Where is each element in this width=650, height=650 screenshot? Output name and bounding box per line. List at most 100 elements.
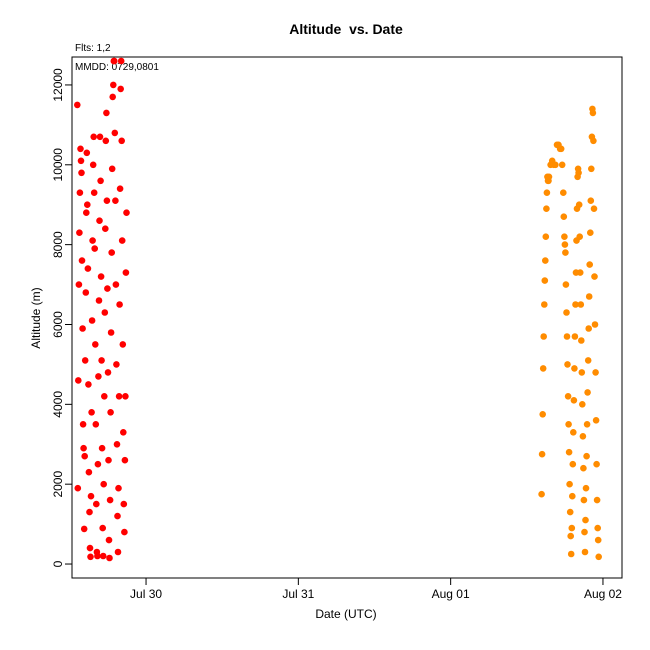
data-point	[561, 241, 569, 248]
y-tick-label: 4000	[51, 391, 65, 418]
data-point	[545, 173, 553, 181]
y-tick-label: 8000	[51, 231, 65, 258]
data-point	[557, 145, 565, 153]
data-point	[593, 460, 600, 468]
data-point	[543, 189, 551, 196]
data-point	[108, 165, 116, 173]
data-point	[594, 536, 602, 544]
data-point	[95, 373, 102, 380]
data-point	[77, 145, 84, 153]
data-point	[594, 524, 601, 532]
data-point	[568, 524, 576, 532]
data-point	[114, 512, 121, 520]
data-point	[587, 197, 595, 204]
data-point	[86, 508, 93, 516]
data-point	[112, 197, 119, 204]
y-tick-label: 2000	[51, 471, 65, 498]
chart-title: Altitude vs. Date	[289, 21, 403, 37]
data-point	[582, 484, 590, 492]
data-point	[96, 217, 103, 224]
data-point	[543, 205, 550, 212]
data-point	[563, 333, 571, 340]
data-point	[560, 213, 568, 220]
data-point	[97, 177, 104, 185]
data-point	[558, 161, 566, 169]
data-point	[85, 468, 93, 476]
data-point	[75, 281, 83, 288]
data-point	[80, 444, 87, 452]
data-point	[542, 233, 550, 240]
data-point	[102, 137, 110, 145]
data-point	[595, 553, 602, 561]
data-point	[581, 528, 588, 536]
data-point	[589, 109, 597, 117]
data-point	[593, 496, 601, 504]
data-point	[115, 393, 123, 400]
data-point	[75, 377, 82, 384]
data-point	[92, 421, 100, 428]
flights-annotation: Flts: 1,2	[75, 43, 111, 54]
data-point	[90, 189, 98, 196]
data-point	[120, 429, 127, 436]
data-point	[569, 492, 576, 500]
y-tick-label: 12000	[51, 68, 65, 102]
data-point	[592, 369, 599, 376]
data-point	[113, 441, 121, 448]
data-point	[76, 229, 83, 236]
data-point	[575, 169, 582, 177]
data-point	[81, 452, 88, 460]
data-point	[560, 189, 567, 196]
data-point	[565, 448, 573, 456]
data-point	[101, 309, 109, 316]
data-point	[105, 536, 113, 544]
data-point	[538, 490, 545, 498]
data-point	[541, 277, 549, 284]
data-point	[117, 85, 124, 93]
data-point	[579, 433, 587, 440]
data-point	[84, 265, 92, 272]
y-tick-label: 10000	[51, 148, 65, 182]
data-point	[87, 553, 94, 561]
data-point	[122, 393, 129, 400]
data-point	[590, 205, 598, 212]
data-point	[539, 411, 546, 418]
data-point	[118, 237, 126, 244]
data-point	[93, 500, 100, 508]
data-point	[110, 81, 117, 89]
data-point	[74, 101, 81, 109]
data-point	[104, 285, 111, 292]
data-point	[580, 496, 588, 504]
mmdd-annotation: MMDD: 0729,0801	[75, 62, 159, 73]
data-point	[571, 333, 579, 340]
data-point	[118, 137, 125, 145]
data-point	[103, 109, 110, 117]
data-point	[570, 397, 578, 404]
plot-frame	[71, 56, 623, 579]
data-point	[92, 341, 99, 348]
data-point	[119, 341, 127, 348]
data-point	[566, 508, 574, 516]
data-point	[104, 369, 112, 376]
data-point	[591, 273, 598, 280]
data-point	[561, 233, 568, 240]
data-point	[571, 365, 578, 372]
data-point	[99, 552, 107, 560]
data-point	[83, 209, 90, 216]
data-point	[578, 369, 586, 376]
data-point	[108, 249, 115, 256]
data-point	[123, 209, 130, 216]
data-point	[82, 289, 90, 296]
data-point	[94, 552, 101, 560]
x-axis: Jul 30 Jul 31 Aug 01 Aug 02	[130, 577, 622, 601]
data-point	[94, 460, 102, 468]
data-point	[581, 548, 589, 556]
data-point	[111, 57, 118, 65]
data-point	[103, 197, 111, 204]
data-point	[542, 257, 549, 264]
data-point	[80, 525, 88, 533]
data-point	[584, 389, 591, 396]
data-point	[88, 317, 96, 324]
data-point	[584, 357, 592, 364]
data-point	[85, 381, 92, 388]
